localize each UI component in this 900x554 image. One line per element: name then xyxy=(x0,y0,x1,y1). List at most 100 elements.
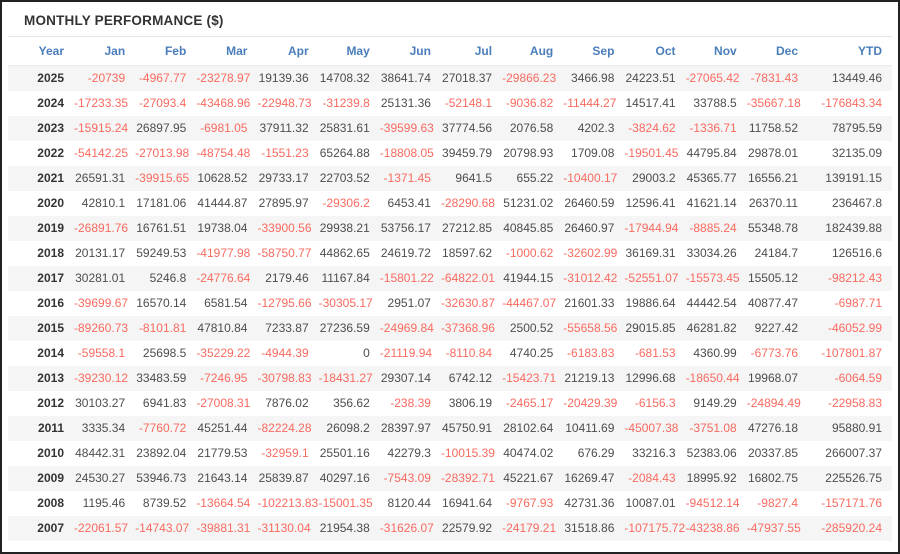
ytd-cell: -22958.83 xyxy=(827,396,882,410)
value-cell: 41944.15 xyxy=(503,271,554,285)
value-cell: -6156.3 xyxy=(634,396,676,410)
value-cell: -21119.94 xyxy=(379,346,433,360)
value-cell: 9149.29 xyxy=(693,396,737,410)
column-header-nov[interactable]: Nov xyxy=(685,37,747,66)
value-cell: -9767.93 xyxy=(505,496,554,510)
ytd-cell: 225526.75 xyxy=(825,471,882,485)
column-header-oct[interactable]: Oct xyxy=(624,37,686,66)
value-cell: 36169.31 xyxy=(625,246,676,260)
value-cell: -29866.23 xyxy=(502,71,557,86)
value-cell: 29878.01 xyxy=(747,146,798,160)
value-cell: -27013.98 xyxy=(135,146,190,160)
value-cell: 45251.44 xyxy=(197,421,248,435)
value-cell: 0 xyxy=(363,346,370,360)
column-header-may[interactable]: May xyxy=(318,37,380,66)
value-cell: 48442.31 xyxy=(75,446,126,460)
column-header-mar[interactable]: Mar xyxy=(196,37,258,66)
ytd-cell: -6064.59 xyxy=(834,371,882,385)
table-row-2009: 2009 24530.27 53946.73 21643.14 25839.87 4029… xyxy=(8,465,892,491)
value-cell: 26098.2 xyxy=(326,421,370,435)
value-cell: -10400.17 xyxy=(563,171,618,185)
value-cell: 4740.25 xyxy=(509,346,554,360)
value-cell: 33216.3 xyxy=(632,446,676,460)
value-cell: -45007.38 xyxy=(624,421,679,435)
value-cell: -15915.24 xyxy=(74,121,129,135)
value-cell: -48754.48 xyxy=(196,146,251,160)
column-header-ytd[interactable]: YTD xyxy=(808,37,892,66)
value-cell: 46281.82 xyxy=(686,321,737,335)
value-cell: 20131.17 xyxy=(75,246,126,260)
ytd-cell: 32135.09 xyxy=(831,146,882,160)
table-row-2024: 2024 -17233.35 -27093.4 -43468.96 -22948.73-… xyxy=(8,91,892,116)
year-cell: 2019 xyxy=(37,221,64,235)
value-cell: 16761.51 xyxy=(136,221,187,235)
value-cell: 10628.52 xyxy=(197,171,248,185)
table-row-2007: 2007 -22061.57 -14743.07 -39881.31 -31130.04… xyxy=(8,515,892,541)
column-header-aug[interactable]: Aug xyxy=(502,37,564,66)
value-cell: -107175.72 xyxy=(624,521,686,535)
ytd-cell: -176843.34 xyxy=(821,96,882,110)
column-header-dec[interactable]: Dec xyxy=(746,37,808,66)
value-cell: 29307.14 xyxy=(380,371,431,385)
value-cell: -52148.1 xyxy=(444,96,493,110)
value-cell: 33034.26 xyxy=(686,246,737,260)
year-cell: 2021 xyxy=(37,171,64,185)
year-cell: 2024 xyxy=(37,96,64,110)
column-header-feb[interactable]: Feb xyxy=(135,37,197,66)
ytd-cell: 139191.15 xyxy=(825,171,882,185)
value-cell: -7760.72 xyxy=(138,421,187,435)
table-row-2016: 2016 -39699.67 16570.14 6581.54 -12795.66 -30… xyxy=(8,291,892,316)
value-cell: 41621.14 xyxy=(686,196,737,210)
value-cell: 19968.07 xyxy=(747,371,798,385)
column-header-year[interactable]: Year xyxy=(8,37,74,66)
value-cell: 12996.68 xyxy=(625,371,676,385)
value-cell: 21779.53 xyxy=(197,446,248,460)
year-cell: 2022 xyxy=(37,146,64,160)
value-cell: 6453.41 xyxy=(387,196,431,210)
year-cell: 2017 xyxy=(37,271,64,285)
value-cell: 33788.5 xyxy=(693,96,737,110)
value-cell: 25501.16 xyxy=(319,446,370,460)
value-cell: 9227.42 xyxy=(754,321,798,335)
value-cell: -3824.62 xyxy=(628,121,676,135)
value-cell: -13664.54 xyxy=(196,496,251,510)
value-cell: -35229.22 xyxy=(196,346,251,360)
column-header-jul[interactable]: Jul xyxy=(440,37,503,66)
value-cell: 45221.67 xyxy=(503,471,554,485)
value-cell: 11167.84 xyxy=(321,271,370,285)
column-header-jun[interactable]: Jun xyxy=(379,37,441,66)
value-cell: 41444.87 xyxy=(197,196,248,210)
value-cell: -35667.18 xyxy=(746,96,801,110)
value-cell: -31626.07 xyxy=(379,521,434,535)
year-cell: 2015 xyxy=(37,321,64,335)
value-cell: -64822.01 xyxy=(440,271,495,285)
value-cell: 29015.85 xyxy=(625,321,676,335)
column-header-jan[interactable]: Jan xyxy=(74,37,136,66)
value-cell: 40845.85 xyxy=(503,221,554,235)
value-cell: 655.22 xyxy=(516,171,554,185)
column-header-apr[interactable]: Apr xyxy=(257,37,319,66)
value-cell: 26897.95 xyxy=(136,121,187,135)
value-cell: 27895.97 xyxy=(258,196,309,210)
value-cell: 20798.93 xyxy=(503,146,554,160)
value-cell: 42731.36 xyxy=(564,496,615,510)
year-cell: 2010 xyxy=(37,446,64,460)
year-cell: 2008 xyxy=(37,496,64,510)
table-row-2012: 2012 30103.27 6941.83 -27008.31 7876.02 356.6… xyxy=(8,391,892,416)
value-cell: -18431.27 xyxy=(318,371,373,385)
value-cell: 3335.34 xyxy=(81,421,126,435)
column-header-sep[interactable]: Sep xyxy=(563,37,625,66)
value-cell: 24619.72 xyxy=(380,246,431,260)
ytd-cell: -157171.76 xyxy=(821,496,882,510)
value-cell: 30103.27 xyxy=(75,396,126,410)
table-row-2019: 2019 -26891.76 16761.51 19738.04 -33900.56 29… xyxy=(8,215,892,241)
value-cell: 5246.8 xyxy=(149,271,187,285)
value-cell: 3806.19 xyxy=(448,396,493,410)
value-cell: -10015.39 xyxy=(440,446,495,460)
value-cell: -52551.07 xyxy=(624,271,679,285)
table-row-2010: 2010 48442.31 23892.04 21779.53 -32959.1 2550… xyxy=(8,441,892,466)
value-cell: 21954.38 xyxy=(319,521,370,535)
table-row-2014: 2014 -59558.1 25698.5 -35229.22 -4944.39 0 -21… xyxy=(8,341,892,366)
value-cell: 26460.97 xyxy=(564,221,615,235)
ytd-cell: 182439.88 xyxy=(825,221,882,235)
